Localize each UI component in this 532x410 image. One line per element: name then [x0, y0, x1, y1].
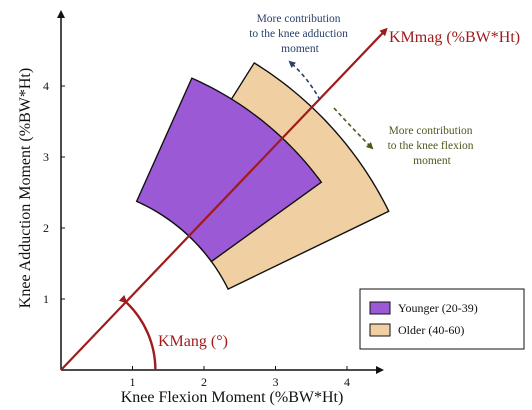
legend-swatch-younger — [369, 301, 391, 315]
legend: Younger (20-39) Older (40-60) — [359, 288, 525, 350]
kmang-label: KMang (°) — [158, 333, 228, 350]
y-axis-title: Knee Adduction Moment (%BW*Ht) — [17, 68, 34, 308]
y-tick-label: 3 — [43, 150, 49, 164]
contribution-arrow-flexion — [333, 107, 374, 150]
legend-swatch-older — [369, 323, 391, 337]
x-axis-title: Knee Flexion Moment (%BW*Ht) — [121, 389, 344, 406]
legend-label-older: Older (40-60) — [398, 323, 464, 337]
adduction-note: More contribution to the knee adduction … — [249, 13, 351, 55]
y-tick-label: 4 — [43, 79, 49, 93]
y-tick-label: 2 — [43, 221, 49, 235]
legend-box — [359, 288, 525, 350]
legend-label-younger: Younger (20-39) — [398, 301, 478, 315]
kmmag-label: KMmag (%BW*Ht) — [389, 29, 520, 46]
x-tick-label: 1 — [130, 375, 136, 389]
sector-regions — [135, 61, 390, 291]
kmang-arc — [118, 294, 157, 371]
axis-ticks: 1 2 3 4 1 2 3 4 — [43, 79, 350, 389]
x-tick-label: 4 — [344, 375, 350, 389]
contribution-arrow-adduction — [288, 60, 321, 101]
x-tick-label: 2 — [201, 375, 207, 389]
x-tick-label: 3 — [273, 375, 279, 389]
y-tick-label: 1 — [43, 292, 49, 306]
flexion-note: More contribution to the knee flexion mo… — [388, 125, 477, 167]
sector-younger — [135, 77, 323, 263]
kmmag-vector — [60, 27, 388, 371]
